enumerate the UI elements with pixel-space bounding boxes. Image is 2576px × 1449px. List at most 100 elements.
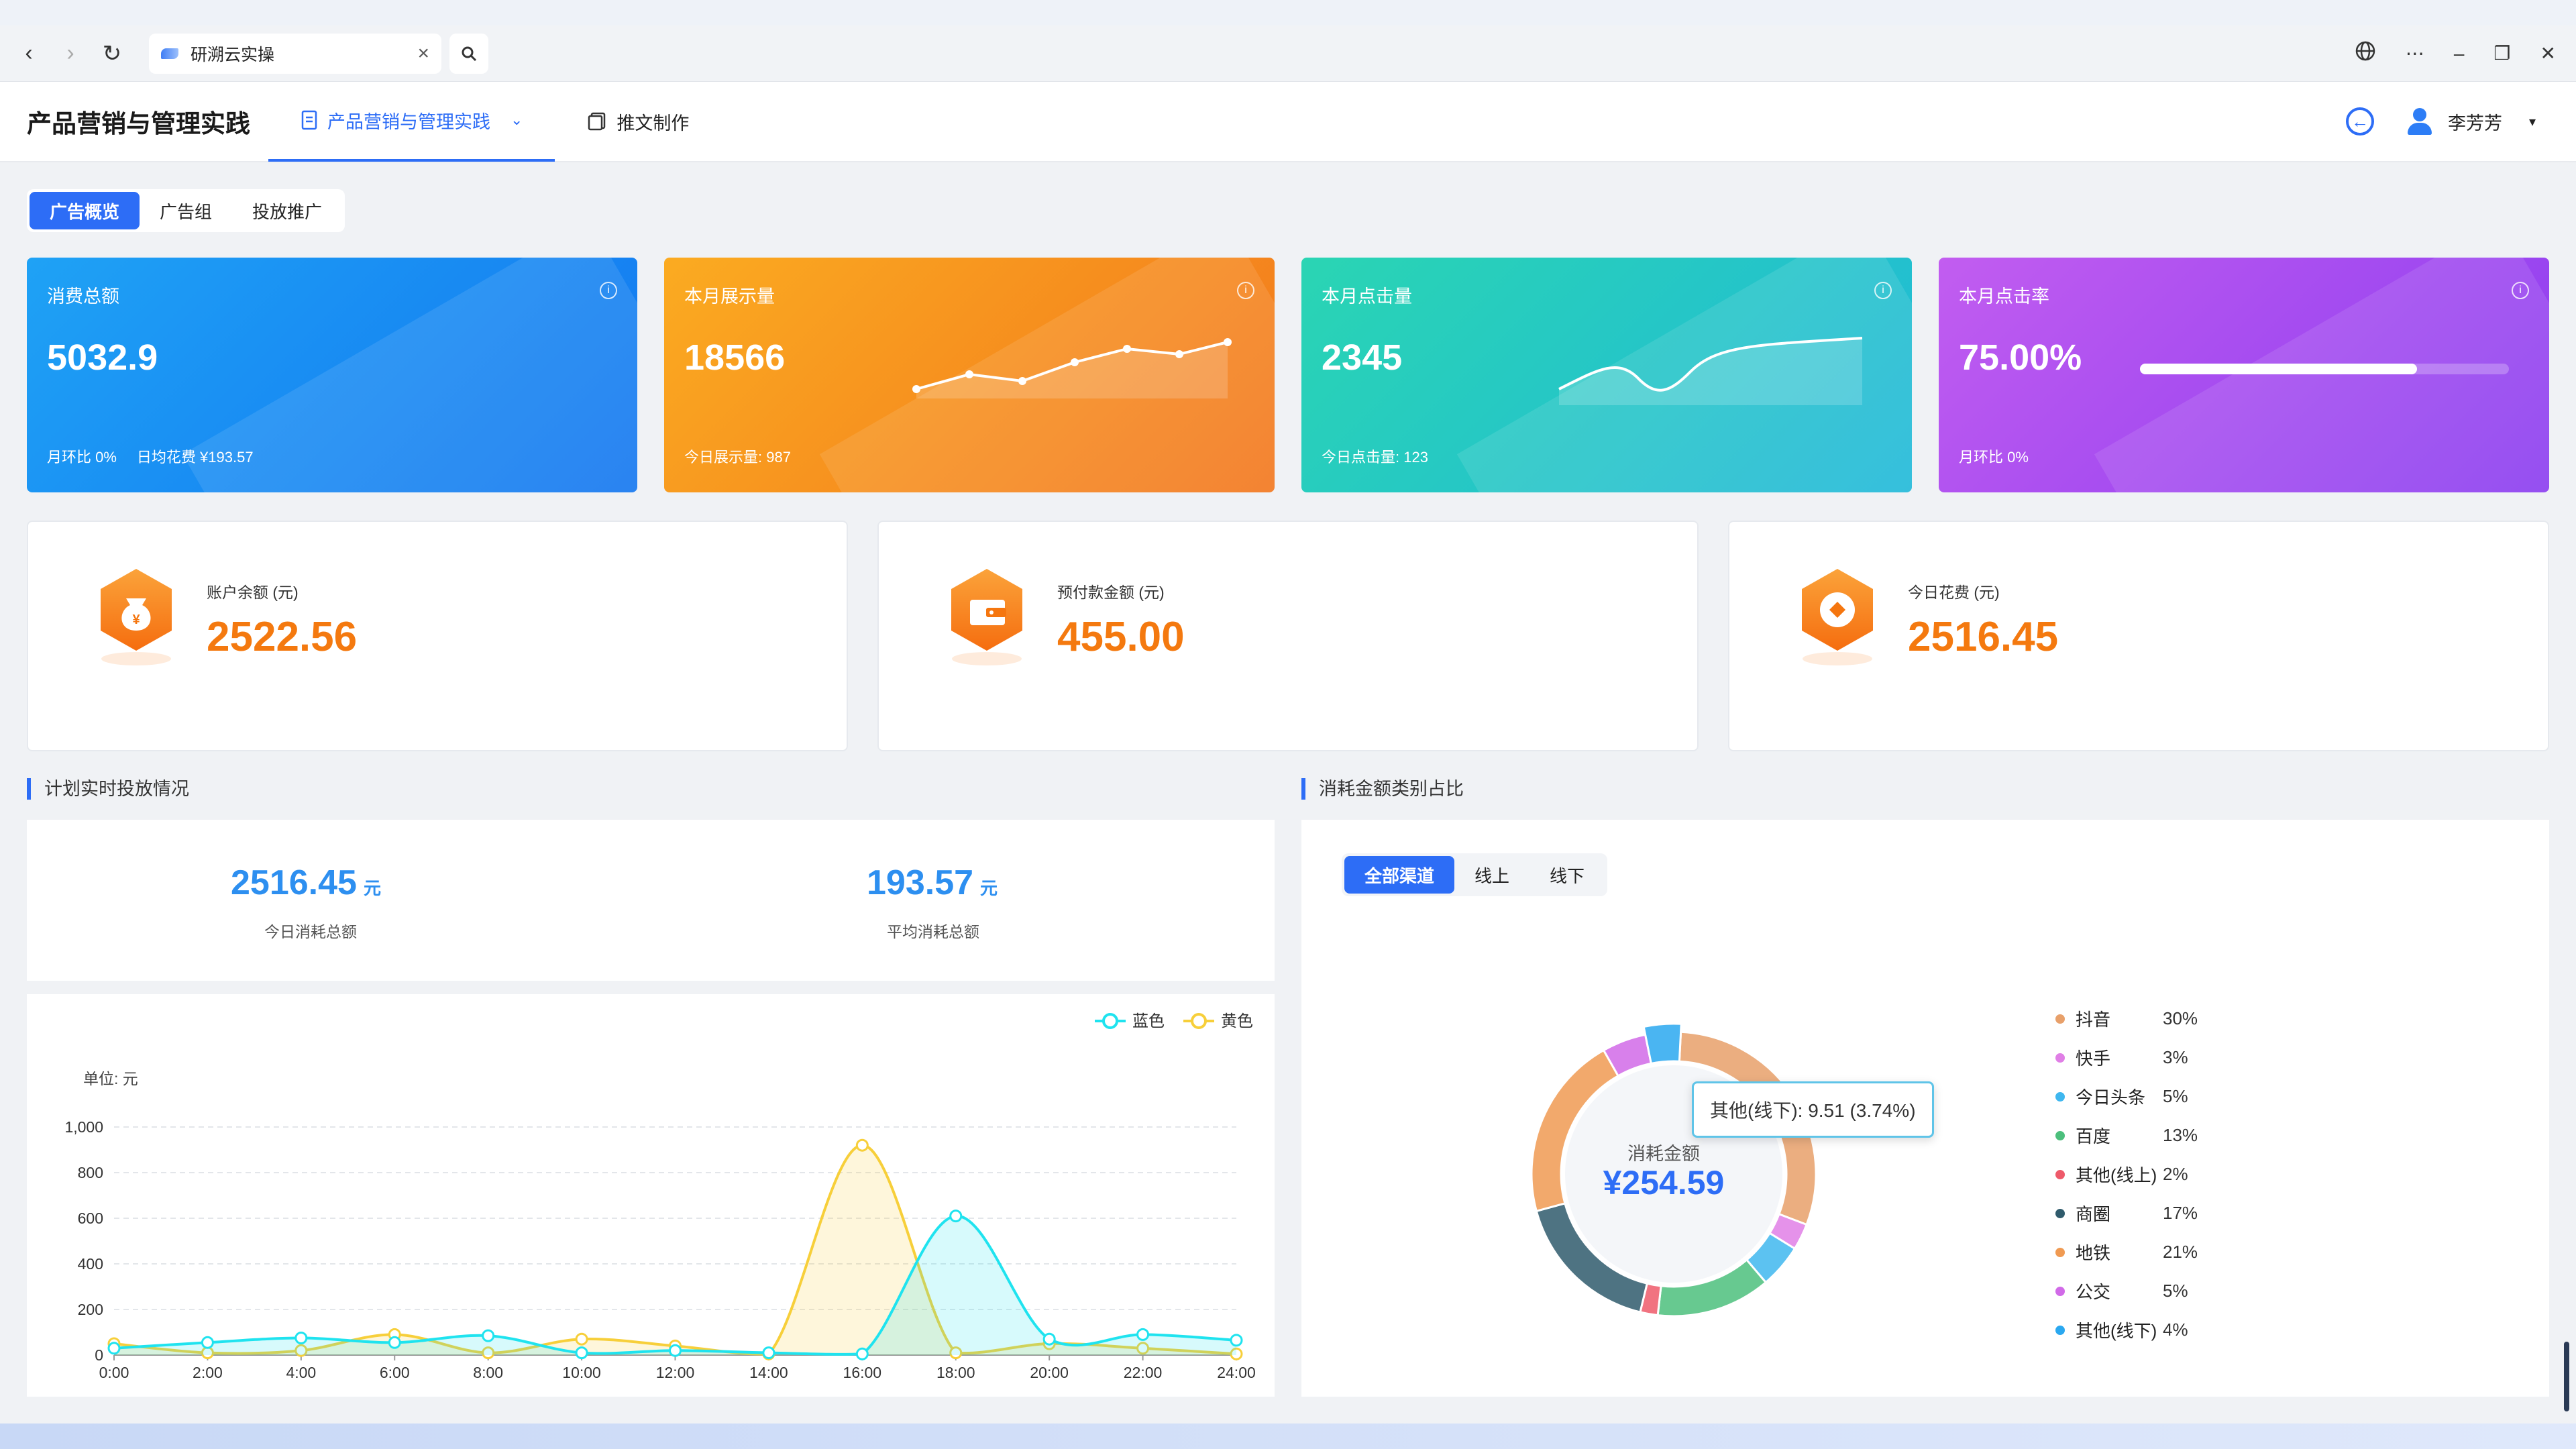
data-point[interactable]: [482, 1346, 495, 1360]
x-tick-label: 4:00: [286, 1364, 316, 1381]
data-point[interactable]: [294, 1332, 308, 1344]
legend-item[interactable]: 蓝色: [1095, 1012, 1165, 1030]
data-point[interactable]: [1136, 1328, 1150, 1341]
info-icon[interactable]: i: [1237, 282, 1254, 299]
data-point[interactable]: [201, 1336, 214, 1349]
y-tick-label: 600: [78, 1210, 103, 1227]
balance-card-prepaid: 预付款金额 (元) 455.00: [877, 521, 1699, 751]
legend-percent: 3%: [2163, 1047, 2188, 1067]
legend-label: 黄色: [1221, 1012, 1253, 1030]
close-icon[interactable]: ×: [417, 42, 429, 64]
info-icon[interactable]: i: [1874, 282, 1892, 299]
legend-item[interactable]: 地铁 21%: [2055, 1240, 2198, 1265]
legend-label: 快手: [2076, 1049, 2111, 1069]
today-total-label: 今日消耗总额: [264, 923, 357, 941]
balance-label: 账户余额 (元): [207, 584, 299, 601]
legend-item[interactable]: 抖音 30%: [2055, 1006, 2198, 1031]
balance-card-account: ¥ 账户余额 (元) 2522.56: [27, 521, 848, 751]
legend-item[interactable]: 其他(线下) 4%: [2055, 1318, 2188, 1342]
stat-label: 消费总额: [47, 286, 119, 307]
window-close-icon[interactable]: ✕: [2540, 43, 2556, 64]
legend-item[interactable]: 公交 5%: [2055, 1279, 2188, 1303]
data-point[interactable]: [482, 1329, 495, 1342]
tab-ad-promotion[interactable]: 投放推广: [252, 201, 323, 222]
legend-label: 今日头条: [2076, 1087, 2146, 1108]
search-icon[interactable]: [449, 33, 488, 74]
info-icon[interactable]: i: [600, 282, 617, 299]
data-point[interactable]: [1230, 1334, 1243, 1347]
legend-percent: 2%: [2163, 1164, 2188, 1184]
data-point[interactable]: [1136, 1342, 1150, 1355]
legend-percent: 5%: [2163, 1281, 2188, 1301]
data-point[interactable]: [388, 1336, 401, 1349]
realtime-summary-panel: 2516.45 元 今日消耗总额 193.57 元 平均消耗总额: [27, 820, 1275, 981]
stat-value: 5032.9: [47, 337, 158, 378]
scrollbar-thumb[interactable]: [2564, 1342, 2569, 1411]
data-point[interactable]: [949, 1346, 963, 1360]
avg-total-label: 平均消耗总额: [887, 923, 979, 941]
stat-value: 75.00%: [1959, 337, 2082, 378]
stat-label: 本月展示量: [684, 286, 775, 307]
stat-value: 18566: [684, 337, 786, 378]
legend-item[interactable]: 黄色: [1183, 1012, 1253, 1030]
favicon-icon: [161, 48, 178, 59]
data-point[interactable]: [294, 1344, 308, 1357]
x-tick-label: 18:00: [936, 1364, 975, 1381]
caret-down-icon[interactable]: ▾: [2528, 114, 2536, 129]
reload-icon[interactable]: ↻: [102, 40, 122, 66]
more-icon[interactable]: ⋯: [2405, 43, 2424, 64]
tab-offline[interactable]: 线下: [1550, 865, 1585, 886]
realtime-section-title: 计划实时投放情况: [27, 778, 189, 800]
user-name[interactable]: 李芳芳: [2447, 113, 2502, 133]
data-point[interactable]: [949, 1210, 963, 1223]
legend-item[interactable]: 其他(线上) 2%: [2055, 1162, 2188, 1187]
stat-card-ctr: 本月点击率 i 75.00% 月环比 0%: [1939, 258, 2549, 492]
x-tick-label: 10:00: [562, 1364, 601, 1381]
data-point[interactable]: [669, 1344, 682, 1357]
tab-ad-group[interactable]: 广告组: [160, 201, 213, 222]
legend-item[interactable]: 今日头条 5%: [2055, 1084, 2188, 1109]
clicks-sparkline: [1558, 337, 1863, 405]
wallet-icon: [951, 569, 1022, 665]
series-line: [113, 1214, 1237, 1356]
window-bottom-strip: [0, 1424, 2576, 1449]
forward-icon[interactable]: ›: [66, 40, 74, 66]
info-icon[interactable]: i: [2512, 282, 2529, 299]
tab-ad-overview[interactable]: 广告概览: [30, 192, 140, 229]
globe-icon[interactable]: [2355, 40, 2376, 66]
data-point[interactable]: [855, 1138, 869, 1152]
data-point[interactable]: [1230, 1347, 1243, 1360]
back-icon[interactable]: ‹: [25, 40, 33, 66]
legend-dot: [2055, 1208, 2065, 1218]
data-point[interactable]: [575, 1332, 588, 1346]
browser-tab[interactable]: 研溯云实操 ×: [149, 33, 441, 74]
legend-item[interactable]: 商圈 17%: [2055, 1201, 2198, 1226]
realtime-line-chart: 单位: 元 0 200 400 600 800 1,000 0:00 2:00 4:00 6:00 8…: [64, 1012, 1255, 1381]
back-circle-icon[interactable]: ←: [2345, 107, 2374, 136]
legend-label: 抖音: [2076, 1010, 2111, 1030]
stat-card-clicks: 本月点击量 i 2345 今日点击量: 123: [1301, 258, 1912, 492]
legend-dot: [2055, 1169, 2065, 1179]
browser-tab-title: 研溯云实操: [191, 45, 275, 64]
window-top-strip: [0, 0, 2576, 25]
minimize-icon[interactable]: –: [2453, 42, 2465, 64]
tab-online[interactable]: 线上: [1474, 865, 1510, 886]
tab-tweet-creation[interactable]: 推文制作: [555, 81, 721, 162]
chart-tooltip: 其他(线下): 9.51 (3.74%): [1692, 1081, 1934, 1138]
tab-label: 产品营销与管理实践: [327, 111, 490, 132]
x-tick-label: 0:00: [99, 1364, 129, 1381]
legend-label: 公交: [2076, 1282, 2111, 1302]
data-point[interactable]: [107, 1342, 121, 1355]
restore-icon[interactable]: ❐: [2493, 43, 2511, 64]
series-line: [113, 1144, 1237, 1356]
data-point[interactable]: [1042, 1332, 1056, 1346]
data-point[interactable]: [575, 1346, 588, 1360]
app-title: 产品营销与管理实践: [27, 110, 250, 138]
tab-product-marketing[interactable]: 产品营销与管理实践 ⌄: [268, 81, 555, 162]
legend-item[interactable]: 快手 3%: [2055, 1045, 2188, 1070]
donut-slice[interactable]: [1642, 1022, 1682, 1065]
legend-item[interactable]: 百度 13%: [2055, 1123, 2198, 1148]
data-point[interactable]: [855, 1347, 869, 1360]
tab-all-channels[interactable]: 全部渠道: [1344, 856, 1455, 894]
data-point[interactable]: [762, 1346, 775, 1360]
